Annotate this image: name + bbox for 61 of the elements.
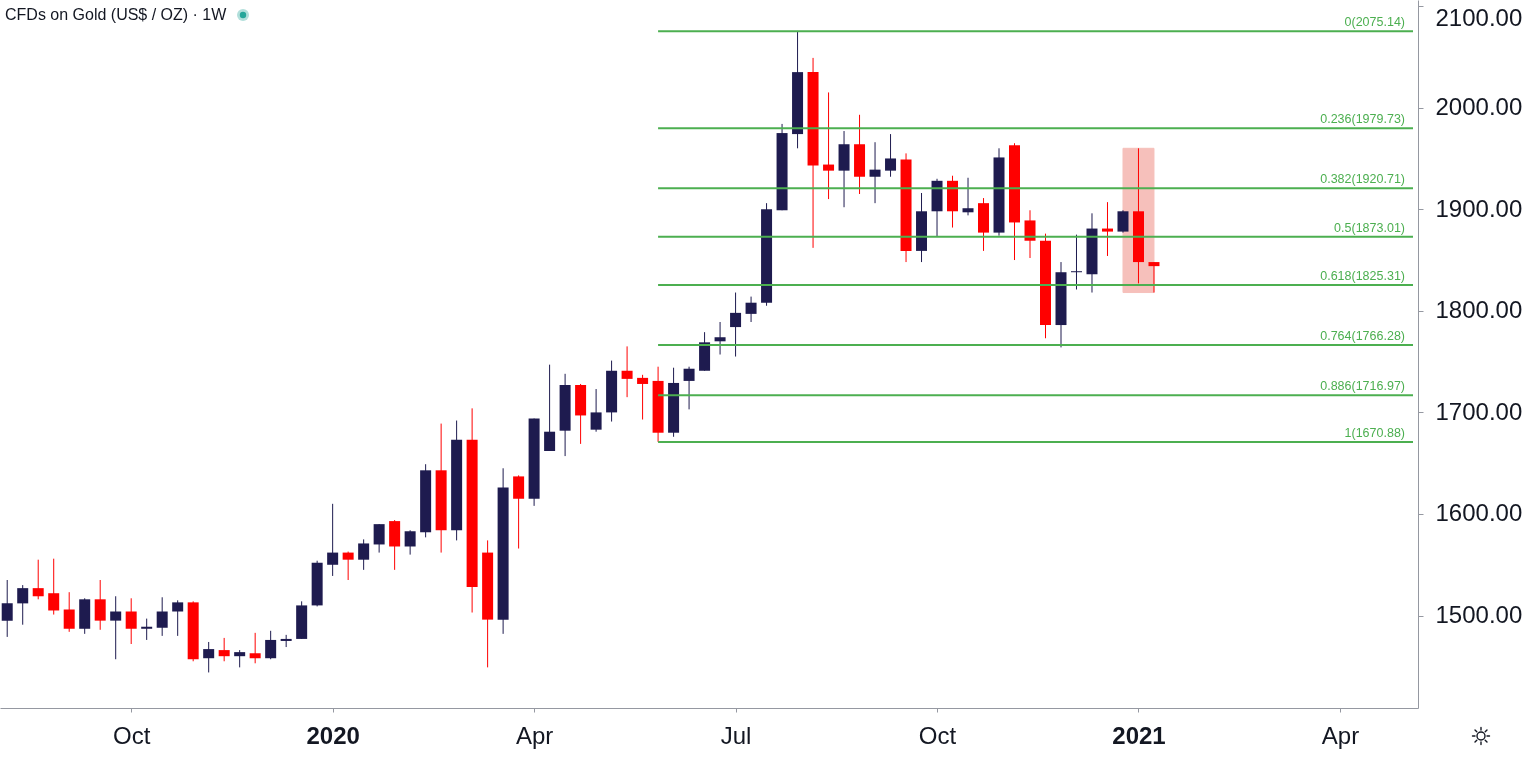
x-tick-label: 2020 [306, 721, 360, 749]
candlestick [962, 177, 974, 216]
x-tick-label: Apr [1321, 721, 1360, 749]
candlestick [17, 584, 29, 626]
candlestick [1117, 209, 1129, 234]
candlestick [714, 321, 726, 356]
candlestick [218, 637, 230, 662]
ref-line-label: 0.5(1873.01) [1334, 220, 1405, 235]
candlestick [125, 597, 137, 645]
x-tick-label: Oct [918, 721, 957, 749]
x-tick-label: Jul [720, 721, 752, 749]
ref-line-label: 1(1670.88) [1344, 425, 1405, 440]
candlestick [203, 641, 215, 673]
candlestick [358, 538, 370, 571]
candlestick [1148, 261, 1160, 294]
candlestick [172, 599, 184, 637]
candlestick [1024, 209, 1036, 259]
x-tick-label: 2021 [1112, 721, 1166, 749]
y-tick-label: 1800.00 [1435, 296, 1523, 324]
y-tick-label: 2000.00 [1435, 93, 1523, 121]
candlestick [683, 366, 695, 410]
candlestick [869, 141, 881, 204]
candlestick [513, 474, 525, 550]
candlestick [63, 591, 75, 633]
candlestick [265, 630, 277, 660]
candlestick [1101, 201, 1113, 257]
candlestick [249, 632, 261, 664]
candlestick [885, 133, 897, 178]
ref-line-label: 0(2075.14) [1344, 15, 1405, 30]
candlestick [745, 296, 757, 323]
ref-line-label: 0.236(1979.73) [1320, 112, 1405, 127]
candlestick [48, 558, 60, 616]
x-tick-label: Oct [113, 721, 151, 749]
y-tick-label: 2100.00 [1435, 3, 1523, 31]
candlestick [621, 345, 633, 398]
candlestick [156, 596, 168, 637]
candlestick [1, 579, 13, 638]
ref-line-label: 0.764(1766.28) [1320, 329, 1405, 344]
candlestick [404, 529, 416, 556]
y-tick-label: 1700.00 [1435, 397, 1523, 425]
x-tick-label: Apr [515, 721, 554, 749]
candlestick [637, 374, 649, 421]
candlestick [94, 579, 106, 631]
candlestick [823, 91, 835, 200]
y-tick-label: 1500.00 [1435, 601, 1523, 629]
candlestick [141, 618, 153, 641]
candlestick [327, 503, 339, 577]
candlestick [590, 388, 602, 433]
chart-title: CFDs on Gold (US$ / OZ) · 1W [5, 6, 228, 23]
candlestick [544, 364, 556, 452]
candlestick [32, 559, 44, 600]
candlestick [373, 523, 385, 554]
ref-line-label: 0.382(1920.71) [1320, 172, 1405, 187]
y-tick-label: 1600.00 [1435, 499, 1523, 527]
candlestick [342, 551, 354, 581]
ref-line-label: 0.886(1716.97) [1320, 379, 1405, 394]
candlestick [1071, 234, 1082, 290]
ref-line-label: 0.618(1825.31) [1320, 269, 1405, 284]
candlestick [730, 292, 742, 358]
candlestick [110, 595, 122, 660]
y-tick-label: 1900.00 [1435, 194, 1523, 222]
